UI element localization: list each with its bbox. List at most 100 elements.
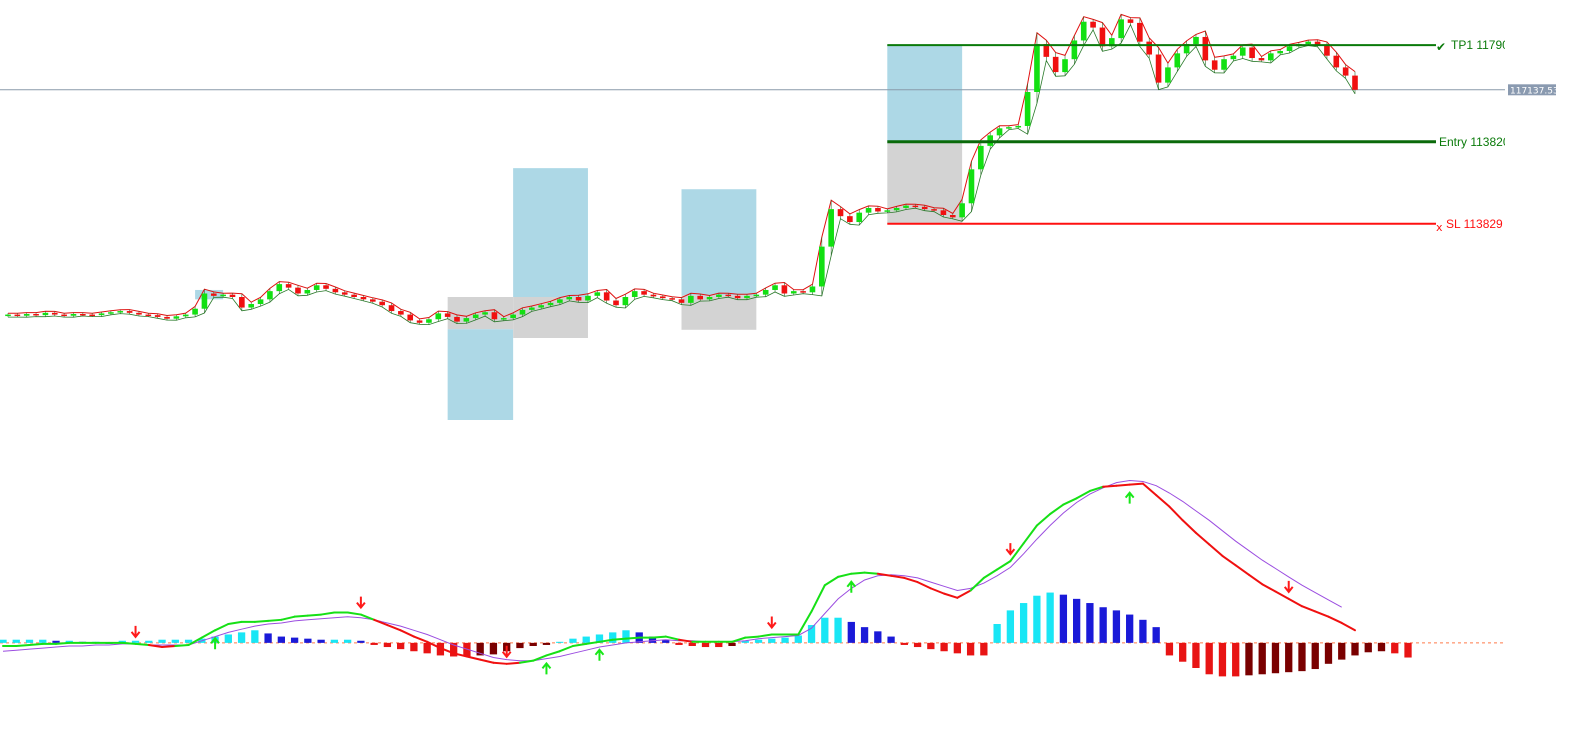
- current-price-tag: 117137.53: [1508, 84, 1559, 96]
- arrow-up-icon: [846, 580, 857, 593]
- histogram-bar: [1205, 642, 1213, 675]
- macd-line-segment: [571, 642, 588, 647]
- macd-line-segment: [1009, 542, 1025, 563]
- histogram-bar: [781, 637, 789, 643]
- macd-line-segment: [969, 576, 985, 592]
- macd-line-segment: [956, 589, 972, 599]
- histogram-bar: [145, 640, 153, 643]
- candle: [491, 312, 498, 320]
- macd-panel: [0, 479, 1505, 677]
- candle: [1268, 53, 1274, 61]
- histogram-bar: [622, 630, 630, 643]
- crossover-arrows-layer: [130, 491, 1294, 675]
- zones-layer: [195, 45, 963, 420]
- candle: [435, 313, 442, 320]
- candle: [416, 320, 423, 323]
- histogram-bar: [542, 642, 551, 645]
- candle: [1277, 51, 1283, 54]
- macd-line-segment: [1168, 505, 1184, 522]
- histogram-layer: [0, 592, 1412, 677]
- histogram-bar: [874, 631, 882, 643]
- histogram-bar: [370, 642, 378, 645]
- histogram-bar: [264, 633, 272, 643]
- candle: [89, 314, 95, 317]
- candle: [650, 294, 657, 297]
- zone-blue: [887, 45, 963, 142]
- candle: [313, 285, 320, 290]
- candle: [370, 299, 376, 302]
- candle: [407, 314, 414, 321]
- tp1-label: TP1 117900: [1451, 38, 1516, 52]
- histogram-bar: [953, 642, 961, 654]
- macd-line-segment: [359, 613, 376, 621]
- candle: [341, 292, 348, 295]
- histogram-bar: [184, 639, 193, 643]
- candle: [1314, 41, 1321, 46]
- histogram-bar: [1232, 642, 1240, 677]
- candle: [210, 293, 217, 296]
- histogram-bar: [1271, 642, 1280, 674]
- histogram-bar: [1126, 614, 1134, 643]
- macd-line-segment: [439, 647, 455, 655]
- histogram-bar: [1391, 642, 1399, 654]
- histogram-bar: [1364, 642, 1372, 653]
- histogram-bar: [754, 639, 763, 643]
- candle: [856, 212, 863, 223]
- macd-line-segment: [532, 654, 548, 662]
- macd-line-segment: [518, 659, 535, 664]
- macd-line-segment: [876, 572, 893, 577]
- candle: [220, 294, 226, 297]
- histogram-bar: [940, 642, 948, 652]
- histogram-bar: [927, 642, 935, 650]
- candle: [1193, 36, 1199, 44]
- histogram-bar: [1139, 619, 1147, 643]
- histogram-bar: [39, 639, 47, 643]
- candle: [1258, 58, 1265, 61]
- candle: [1006, 127, 1012, 129]
- histogram-bar: [834, 617, 842, 643]
- histogram-bar: [224, 634, 232, 643]
- macd-line-segment: [452, 652, 468, 658]
- arrow-down-icon: [501, 645, 512, 659]
- macd-line-segment: [1035, 513, 1052, 527]
- candle: [809, 286, 816, 293]
- macd-line-segment: [492, 661, 508, 665]
- histogram-bar: [595, 634, 604, 643]
- histogram-bar: [1192, 642, 1200, 668]
- histogram-bar: [450, 642, 458, 657]
- macd-line-segment: [903, 576, 919, 584]
- macd-line-segment: [187, 636, 203, 646]
- candle: [454, 316, 460, 322]
- histogram-bar: [582, 636, 590, 643]
- macd-line-segment: [678, 638, 694, 643]
- candle: [229, 294, 236, 297]
- candle: [1239, 47, 1246, 56]
- candle: [164, 316, 170, 319]
- macd-line-segment: [929, 587, 946, 595]
- candle: [173, 316, 180, 319]
- candle: [1342, 67, 1349, 76]
- macd-line-segment: [15, 643, 31, 647]
- histogram-bar: [410, 642, 418, 652]
- histogram-bar: [847, 621, 855, 643]
- candle: [697, 295, 704, 300]
- histogram-bar: [1377, 642, 1386, 652]
- candle: [444, 313, 451, 317]
- candle: [772, 285, 778, 290]
- histogram-bar: [251, 630, 259, 643]
- arrow-up-icon: [594, 648, 605, 661]
- candle: [182, 314, 189, 317]
- histogram-bar: [1099, 607, 1107, 643]
- sl-label: SL 113829: [1446, 217, 1503, 231]
- macd-line-segment: [850, 571, 866, 575]
- candle: [14, 314, 21, 317]
- macd-line-segment: [200, 629, 217, 639]
- histogram-bar: [1258, 642, 1266, 675]
- histogram-bar: [609, 632, 617, 643]
- macd-line-segment: [1102, 484, 1118, 488]
- arrow-down-icon: [356, 596, 366, 610]
- candle: [1052, 56, 1059, 73]
- candle: [360, 297, 367, 300]
- zone-gray: [681, 295, 757, 330]
- candle: [903, 205, 909, 208]
